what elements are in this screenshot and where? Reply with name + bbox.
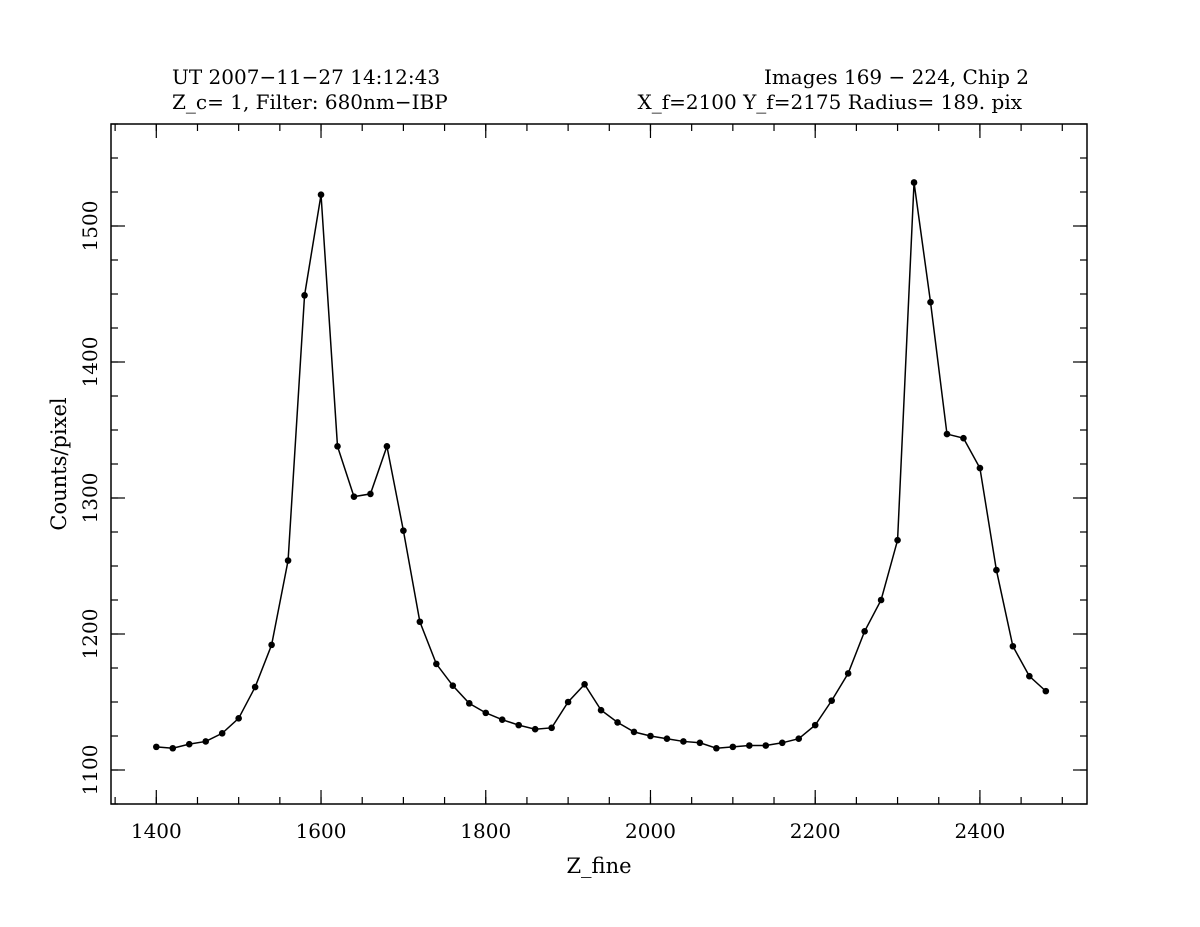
data-point [696,739,704,747]
y-tick-label: 1500 [78,201,102,252]
data-point [235,715,242,722]
data-point [663,735,671,743]
data-point [350,493,358,500]
data-point [465,700,473,707]
x-tick-label: 2000 [625,819,676,843]
data-point [301,292,308,299]
data-point [498,716,506,723]
data-point [152,743,160,751]
data-point [630,728,638,736]
data-point [581,681,588,688]
data-point [169,744,177,752]
series-line [156,182,1047,749]
data-point [1042,687,1050,695]
y-tick-label: 1400 [78,337,102,388]
data-point [976,464,984,472]
data-point [367,490,374,498]
data-point [531,725,539,733]
data-point [614,719,621,726]
y-tick-labels: 1100 1200 1300 1400 1500 [78,201,102,796]
data-point [433,660,440,668]
data-point [482,709,490,717]
header-line1-left: UT 2007−11−27 14:12:43 [172,65,440,89]
data-point [894,536,901,544]
x-tick-labels: 1400 1600 1800 2000 2200 2400 [131,819,1006,843]
y-axis-label: Counts/pixel [47,397,71,530]
y-tick-label: 1100 [78,745,102,796]
y-tick-label: 1200 [78,609,102,660]
data-point [1009,642,1017,650]
header-line1-right: Images 169 − 224, Chip 2 [764,65,1029,89]
data-point [416,618,424,626]
x-tick-label: 1600 [296,819,347,843]
data-point [647,732,654,740]
data-point [515,721,522,729]
data-point [400,527,407,534]
data-point [268,641,275,649]
data-point [185,740,193,748]
data-point [564,698,572,706]
data-point [202,738,210,745]
data-point [762,742,770,749]
data-point [713,744,720,752]
plot-frame [110,123,1088,805]
data-point [680,738,687,745]
data-point [1026,672,1033,680]
data-point [943,430,951,438]
data-point [284,557,292,564]
data-point [910,179,918,186]
data-point [844,670,852,677]
x-tick-label: 1800 [460,819,511,843]
axis-ticks [111,123,1087,805]
data-point [597,706,605,714]
header-line2-right: X_f=2100 Y_f=2175 Radius= 189. pix [637,90,1022,114]
data-point [993,566,1000,574]
data-point [828,697,835,704]
data-point [811,721,819,729]
data-point [795,735,803,743]
data-points [152,179,1050,752]
x-tick-label: 1400 [131,819,182,843]
data-point [317,191,325,199]
data-point [449,682,457,689]
data-point [251,683,259,691]
data-point [548,724,555,732]
data-point [218,729,226,737]
data-point [778,739,786,747]
x-axis-label: Z_fine [566,854,631,878]
data-point [877,596,885,604]
header-line2-left: Z_c= 1, Filter: 680nm−IBP [172,90,448,114]
data-point [383,443,391,450]
data-point [729,743,737,751]
data-point [334,443,341,450]
y-tick-label: 1300 [78,473,102,524]
data-point [746,742,753,749]
data-point [960,434,967,442]
x-tick-label: 2400 [954,819,1005,843]
x-tick-label: 2200 [790,819,841,843]
data-point [861,627,868,635]
data-point [927,298,934,306]
